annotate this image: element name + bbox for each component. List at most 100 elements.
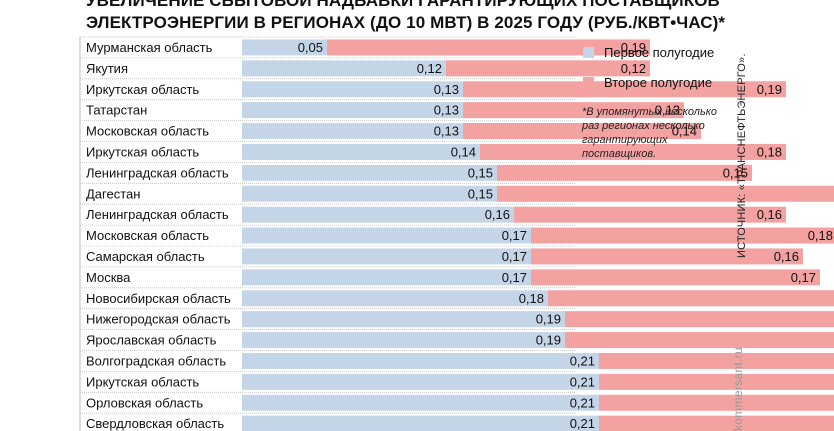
bar-second-half bbox=[565, 332, 834, 349]
bar-first-half bbox=[242, 227, 531, 244]
bar-second-half bbox=[463, 102, 684, 119]
bar-first-half bbox=[242, 332, 565, 349]
bar-second-half bbox=[531, 269, 820, 286]
data-label-second-half: 0,18 bbox=[757, 145, 782, 160]
legend-item-first-half: Первое полугодие bbox=[583, 42, 714, 62]
data-label-first-half: 0,21 bbox=[570, 395, 595, 410]
category-label: Иркутская область bbox=[86, 374, 199, 389]
legend: Первое полугодие Второе полугодие bbox=[583, 42, 714, 102]
bar-second-half bbox=[327, 39, 650, 56]
legend-label-second-half: Второе полугодие bbox=[604, 74, 713, 90]
bar-second-half bbox=[480, 143, 786, 160]
data-label-first-half: 0,21 bbox=[570, 374, 595, 389]
chart-title: УВЕЛИЧЕНИЕ СБЫТОВОЙ НАДБАВКИ ГАРАНТИРУЮЩ… bbox=[86, 0, 826, 34]
data-label-first-half: 0,18 bbox=[519, 291, 544, 306]
data-label-first-half: 0,14 bbox=[451, 145, 476, 160]
data-label-second-half: 0,14 bbox=[672, 124, 697, 139]
data-label-second-half: 0,16 bbox=[757, 207, 782, 222]
data-label-first-half: 0,13 bbox=[434, 124, 459, 139]
category-label: Самарская область bbox=[86, 249, 205, 264]
bar-second-half bbox=[463, 123, 701, 140]
chart-title-line-1: УВЕЛИЧЕНИЕ СБЫТОВОЙ НАДБАВКИ ГАРАНТИРУЮЩ… bbox=[86, 0, 720, 10]
data-label-first-half: 0,13 bbox=[434, 82, 459, 97]
category-label: Якутия bbox=[86, 61, 128, 76]
bar-first-half bbox=[242, 185, 497, 202]
bar-second-half bbox=[548, 290, 834, 307]
bar-second-half bbox=[599, 415, 834, 431]
category-label: Московская область bbox=[86, 228, 209, 243]
bar-first-half bbox=[242, 39, 327, 56]
category-label: Иркутская область bbox=[86, 82, 199, 97]
bar-second-half bbox=[599, 352, 834, 369]
bar-second-half bbox=[531, 227, 834, 244]
category-label: Волгоградская область bbox=[86, 354, 226, 369]
bar-first-half bbox=[242, 164, 497, 181]
data-label-second-half: 0,15 bbox=[723, 165, 748, 180]
category-label: Московская область bbox=[86, 124, 209, 139]
bar-first-half bbox=[242, 123, 463, 140]
bar-second-half bbox=[514, 206, 786, 223]
data-label-first-half: 0,15 bbox=[468, 165, 493, 180]
category-label: Иркутская область bbox=[86, 145, 199, 160]
bar-second-half bbox=[599, 394, 834, 411]
bar-second-half bbox=[497, 185, 834, 202]
data-label-first-half: 0,17 bbox=[502, 270, 527, 285]
category-label: Дагестан bbox=[86, 186, 140, 201]
data-label-first-half: 0,19 bbox=[536, 312, 561, 327]
category-label: Ленинградская область bbox=[86, 207, 229, 222]
legend-item-second-half: Второе полугодие bbox=[583, 72, 714, 92]
bar-second-half bbox=[463, 81, 786, 98]
bar-second-half bbox=[446, 60, 650, 77]
data-label-second-half: 0,17 bbox=[791, 270, 816, 285]
data-label-second-half: 0,13 bbox=[655, 103, 680, 118]
data-label-second-half: 0,18 bbox=[808, 228, 833, 243]
legend-label-first-half: Первое полугодие bbox=[604, 44, 715, 60]
bar-second-half bbox=[531, 248, 803, 265]
legend-swatch-first-half bbox=[583, 46, 594, 58]
data-label-first-half: 0,21 bbox=[570, 354, 595, 369]
category-label: Москва bbox=[86, 270, 131, 285]
data-label-first-half: 0,05 bbox=[298, 40, 323, 55]
bar-first-half bbox=[242, 373, 599, 390]
data-label-first-half: 0,15 bbox=[468, 186, 493, 201]
data-label-second-half: 0,19 bbox=[757, 82, 782, 97]
category-label: Новосибирская область bbox=[86, 291, 231, 306]
data-label-first-half: 0,19 bbox=[536, 333, 561, 348]
bar-first-half bbox=[242, 290, 548, 307]
bar-first-half bbox=[242, 81, 463, 98]
data-label-second-half: 0,12 bbox=[621, 61, 646, 76]
chart-title-line-2: ЭЛЕКТРОЭНЕРГИИ В РЕГИОНАХ (ДО 10 МВТ) В … bbox=[86, 13, 726, 32]
category-label: Свердловская область bbox=[86, 416, 224, 431]
data-label-first-half: 0,17 bbox=[502, 228, 527, 243]
bar-second-half bbox=[599, 373, 834, 390]
category-label: Татарстан bbox=[86, 103, 147, 118]
bar-first-half bbox=[242, 206, 514, 223]
category-label: Орловская область bbox=[86, 395, 203, 410]
bar-first-half bbox=[242, 248, 531, 265]
data-label-first-half: 0,17 bbox=[502, 249, 527, 264]
data-label-first-half: 0,16 bbox=[485, 207, 510, 222]
bar-first-half bbox=[242, 415, 599, 431]
category-label: Ленинградская область bbox=[86, 165, 229, 180]
data-label-second-half: 0,19 bbox=[621, 40, 646, 55]
data-label-first-half: 0,21 bbox=[570, 416, 595, 431]
bar-first-half bbox=[242, 394, 599, 411]
bar-first-half bbox=[242, 102, 463, 119]
bar-first-half bbox=[242, 269, 531, 286]
footnote: *В упомянутых несколько раз регионах нес… bbox=[582, 106, 718, 160]
bar-second-half bbox=[565, 311, 834, 328]
data-label-first-half: 0,13 bbox=[434, 103, 459, 118]
bar-second-half bbox=[497, 164, 752, 181]
data-label-first-half: 0,12 bbox=[417, 61, 442, 76]
category-label: Ярославская область bbox=[86, 333, 217, 348]
bar-first-half bbox=[242, 143, 480, 160]
data-label-second-half: 0,16 bbox=[774, 249, 799, 264]
category-label: Нижегородская область bbox=[86, 312, 231, 327]
brand-watermark: kommersant.ru bbox=[731, 347, 745, 431]
bar-first-half bbox=[242, 352, 599, 369]
legend-swatch-second-half bbox=[583, 76, 594, 88]
bar-first-half bbox=[242, 311, 565, 328]
source-credit: ИСТОЧНИК: «ТРАНСНЕФТЬЭНЕРГО». bbox=[736, 53, 748, 258]
bar-first-half bbox=[242, 60, 446, 77]
